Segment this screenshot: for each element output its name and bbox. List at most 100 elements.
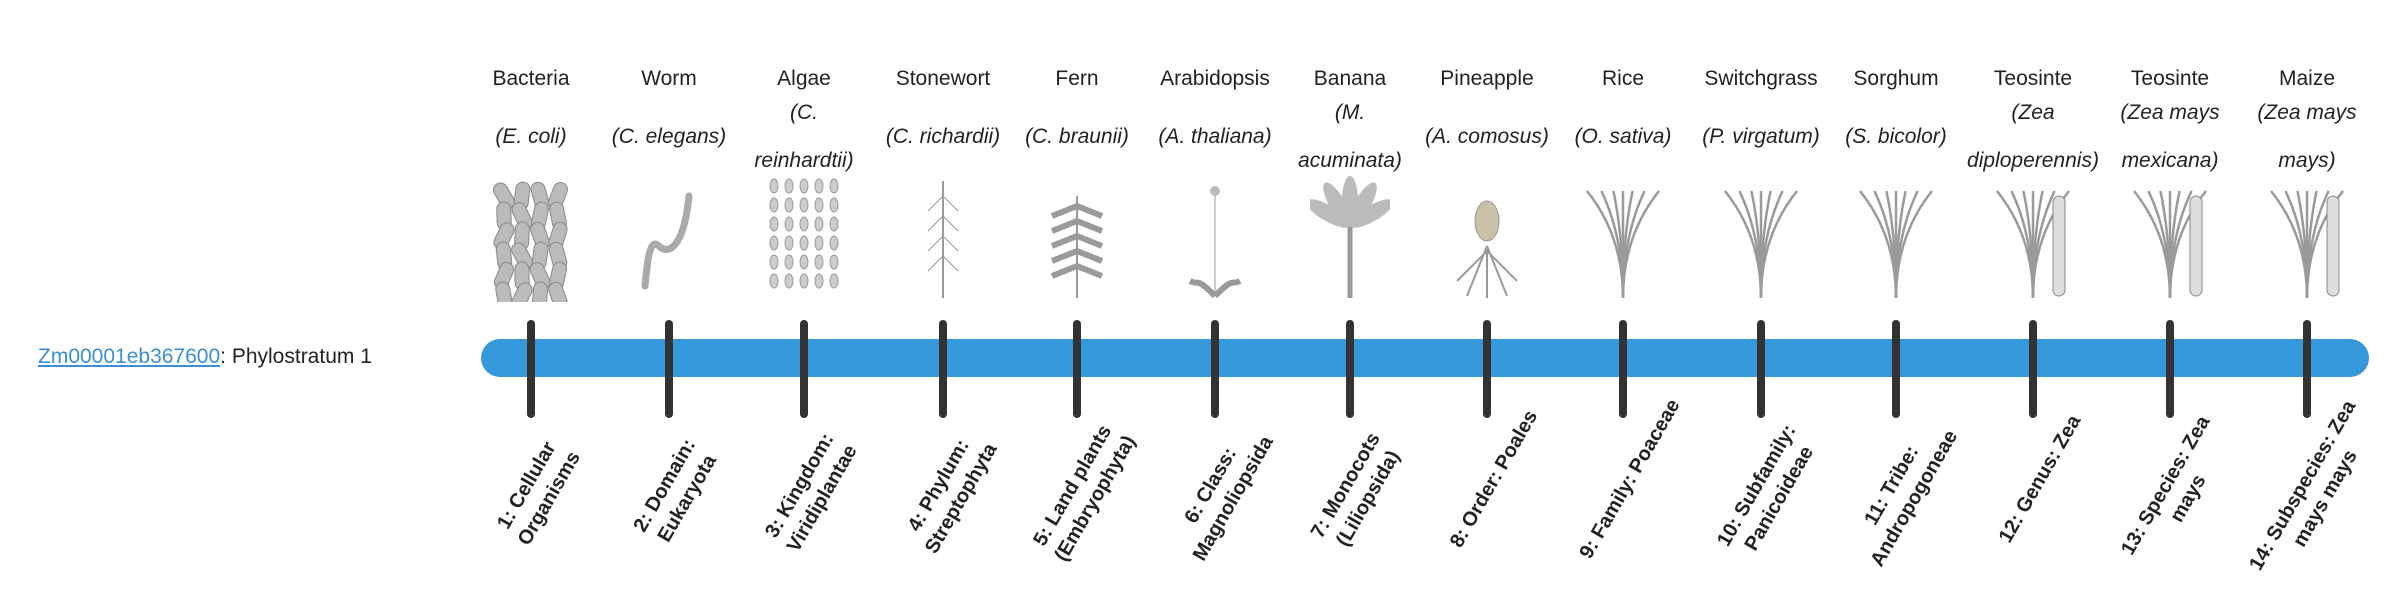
species-name-box: (C. reinhardtii): [736, 88, 872, 186]
teosinte-illustration: [1993, 176, 2073, 302]
taxon-column: Maize (Zea mays mays) 14: Subspecies: Ze…: [2239, 0, 2375, 580]
stratum-tick: [2303, 320, 2311, 418]
organism-name: Stonewort: [895, 67, 991, 90]
taxon-column: Switchgrass (P. virgatum) 10: Subfamily:…: [1693, 0, 1829, 580]
species-name: (A. thaliana): [1158, 125, 1272, 148]
rank-label: 14: Subspecies: Zea mays mays: [2245, 396, 2362, 575]
taxon-column: Stonewort (C. richardii) 4: Phylum: Stre…: [875, 0, 1011, 580]
species-name-box: (A. comosus): [1419, 88, 1555, 186]
rank-label: 3: Kingdom: Viridiplantae: [761, 429, 862, 556]
stratum-tick: [1073, 320, 1081, 418]
species-name: (M. acuminata): [1298, 101, 1402, 172]
organism-name: Maize: [2278, 67, 2336, 90]
species-name-box: (C. richardii): [875, 88, 1011, 186]
species-name: (E. coli): [495, 125, 567, 148]
sorghum-illustration: [1856, 176, 1936, 302]
species-name-box: (S. bicolor): [1828, 88, 1964, 186]
maize-illustration: [2267, 176, 2347, 302]
rank-label: 1: Cellular Organisms: [493, 438, 585, 550]
taxon-column: Pineapple (A. comosus) 8: Order: Poales: [1419, 0, 1555, 580]
rank-label: 2: Domain: Eukaryota: [629, 435, 721, 546]
species-name: (C. braunii): [1025, 125, 1129, 148]
stratum-tick: [2166, 320, 2174, 418]
organism-name: Sorghum: [1853, 67, 1939, 90]
bacteria-illustration: [491, 176, 571, 311]
pineapple-illustration: [1447, 176, 1527, 302]
arabidopsis-illustration: [1175, 176, 1255, 302]
organism-name: Worm: [641, 67, 697, 90]
taxon-column: Teosinte (Zea diploperennis) 12: Genus: …: [1965, 0, 2101, 580]
fern-illustration: [1037, 176, 1117, 302]
rank-label: 13: Species: Zea mays: [2117, 412, 2215, 559]
species-name: (P. virgatum): [1702, 125, 1820, 148]
teosinte-illustration: [2130, 176, 2210, 302]
rank-label: 9: Family: Poaceae: [1575, 395, 1685, 563]
species-name-box: (C. elegans): [601, 88, 737, 186]
stratum-tick: [1483, 320, 1491, 418]
species-name-box: (C. braunii): [1009, 88, 1145, 186]
organism-name: Algae: [777, 67, 831, 90]
stratum-tick: [800, 320, 808, 418]
taxon-column: Algae (C. reinhardtii) 3: Kingdom: Virid…: [736, 0, 872, 580]
taxon-column: Banana (M. acuminata) 7: Monocots (Lilio…: [1282, 0, 1418, 580]
stratum-tick: [939, 320, 947, 418]
species-name: (C. elegans): [611, 125, 727, 148]
organism-name: Rice: [1601, 67, 1644, 90]
species-name: (Zea mays mays): [2257, 101, 2357, 172]
phylostratum-bar: [481, 339, 2369, 377]
phylostratum-text: : Phylostratum 1: [220, 345, 372, 368]
species-name: (C. richardii): [885, 125, 1001, 148]
stratum-tick: [665, 320, 673, 418]
organism-name: Switchgrass: [1704, 67, 1818, 90]
stratum-tick: [2029, 320, 2037, 418]
organism-name: Arabidopsis: [1160, 67, 1270, 90]
taxon-column: Bacteria (E. coli) 1: Cellular Organisms: [463, 0, 599, 580]
stratum-tick: [527, 320, 535, 418]
taxon-column: Rice (O. sativa) 9: Family: Poaceae: [1555, 0, 1691, 580]
banana-illustration: [1306, 176, 1394, 302]
species-name: (Zea diploperennis): [1967, 101, 2099, 172]
rank-label: 8: Order: Poales: [1445, 406, 1543, 552]
organism-name: Pineapple: [1440, 67, 1534, 90]
rank-label: 7: Monocots (Liliopsida): [1306, 428, 1405, 551]
algae-illustration: [764, 176, 844, 302]
rank-label: 10: Subfamily: Panicoideae: [1713, 420, 1818, 555]
worm-illustration: [629, 176, 709, 302]
species-name: (A. comosus): [1425, 125, 1549, 148]
rank-label: 12: Genus: Zea: [1994, 411, 2086, 547]
rice-illustration: [1583, 176, 1663, 302]
taxon-column: Sorghum (S. bicolor) 11: Tribe: Andropog…: [1828, 0, 1964, 580]
stratum-tick: [1211, 320, 1219, 418]
organism-name: Banana: [1313, 67, 1387, 90]
stonewort-illustration: [903, 176, 983, 302]
organism-name: Teosinte: [2130, 67, 2210, 90]
species-name-box: (A. thaliana): [1147, 88, 1283, 186]
species-name-box: (P. virgatum): [1693, 88, 1829, 186]
stratum-tick: [1346, 320, 1354, 418]
organism-name: Fern: [1055, 67, 1099, 90]
rank-label: 5: Land plants (Embryophyta): [1029, 421, 1141, 566]
species-name: (S. bicolor): [1845, 125, 1947, 148]
rank-label: 11: Tribe: Andropogoneae: [1860, 426, 1963, 571]
organism-name: Teosinte: [1993, 67, 2073, 90]
species-name-box: (M. acuminata): [1282, 88, 1418, 186]
gene-link[interactable]: Zm00001eb367600: [38, 345, 221, 368]
stratum-tick: [1892, 320, 1900, 418]
species-name-box: (Zea mays mays): [2239, 88, 2375, 186]
taxon-column: Arabidopsis (A. thaliana) 6: Class: Magn…: [1147, 0, 1283, 580]
rank-label: 4: Phylum: Streptophyta: [903, 435, 1002, 558]
stratum-tick: [1619, 320, 1627, 418]
species-name-box: (Zea mays mexicana): [2102, 88, 2238, 186]
switchgrass-illustration: [1721, 176, 1801, 302]
species-name: (C. reinhardtii): [754, 101, 854, 172]
stratum-tick: [1757, 320, 1765, 418]
species-name: (O. sativa): [1574, 125, 1672, 148]
gene-label: Zm00001eb367600: Phylostratum 1: [38, 340, 372, 374]
taxon-column: Worm (C. elegans) 2: Domain: Eukaryota: [601, 0, 737, 580]
rank-label: 6: Class: Magnoliopsida: [1180, 432, 1278, 565]
species-name: (Zea mays mexicana): [2120, 101, 2220, 172]
species-name-box: (O. sativa): [1555, 88, 1691, 186]
organism-name: Bacteria: [492, 67, 570, 90]
species-name-box: (E. coli): [463, 88, 599, 186]
taxon-column: Teosinte (Zea mays mexicana) 13: Species…: [2102, 0, 2238, 580]
